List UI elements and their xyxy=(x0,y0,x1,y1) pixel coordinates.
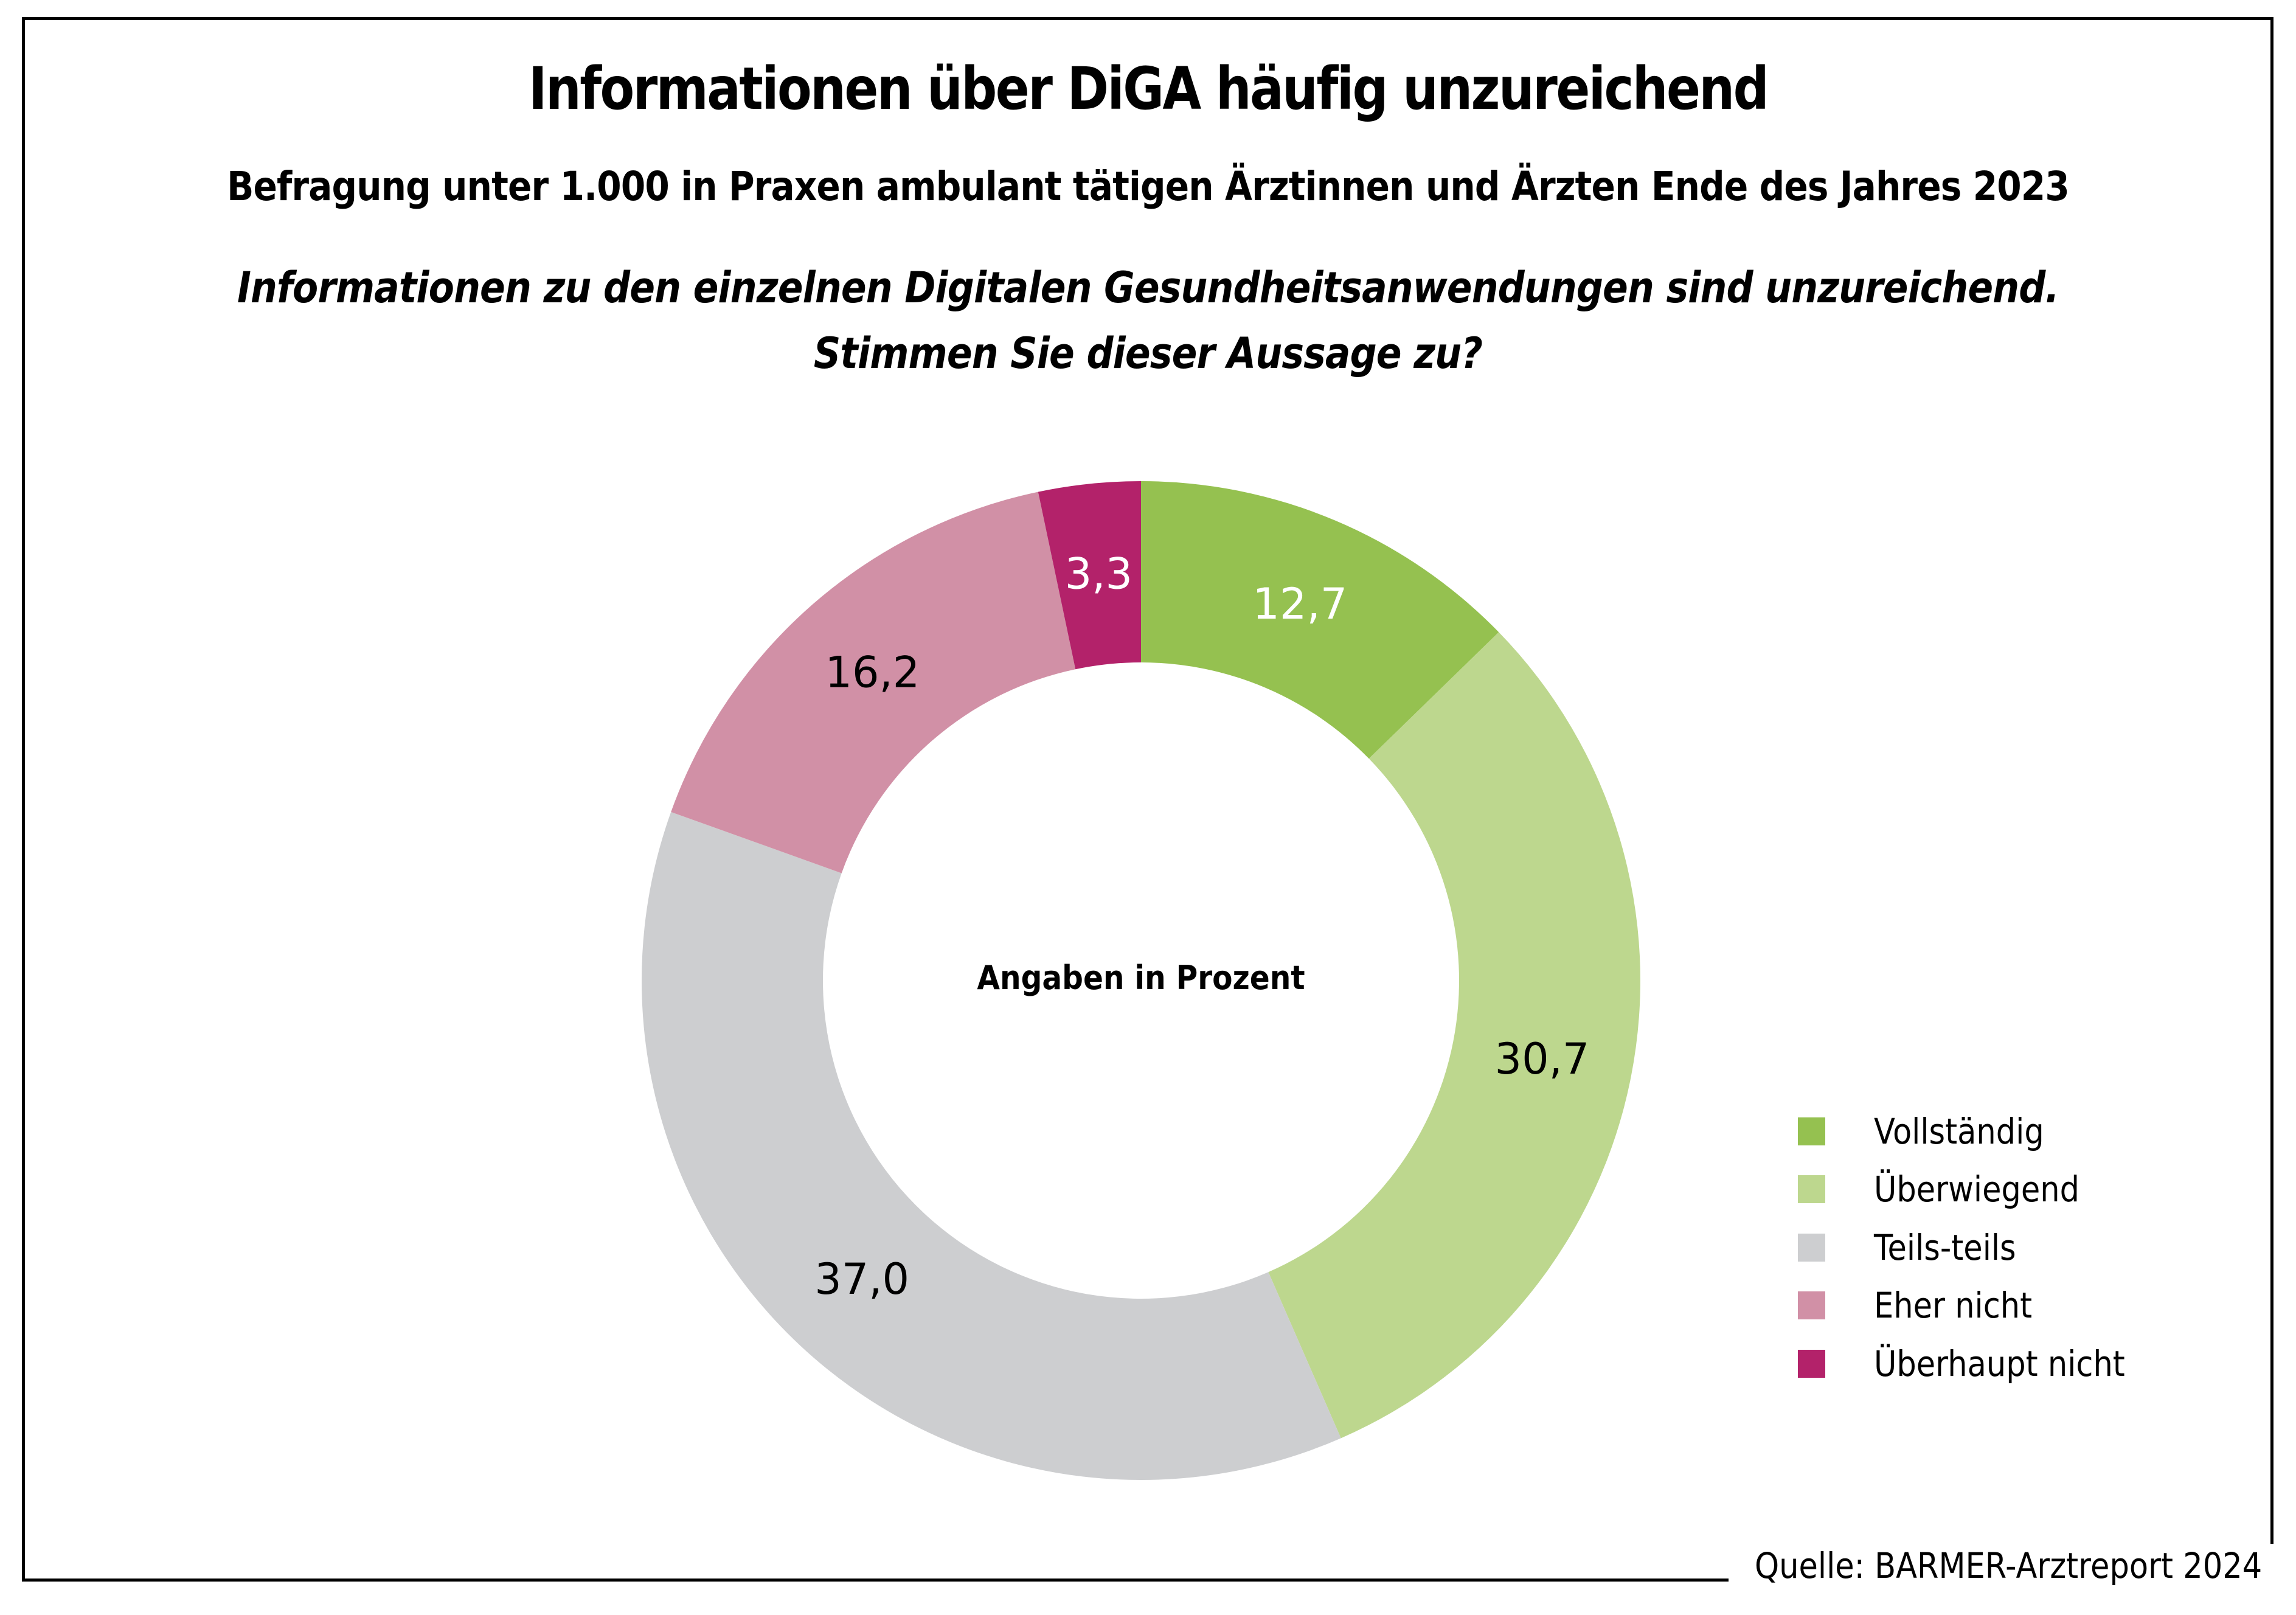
data-label: 3,3 xyxy=(1065,549,1132,599)
legend-item: Überhaupt nicht xyxy=(1798,1335,2159,1393)
frame-border-left xyxy=(22,17,25,1582)
legend-swatch xyxy=(1798,1117,1825,1145)
frame-border-bottom xyxy=(22,1579,1729,1582)
data-label: 30,7 xyxy=(1495,1034,1590,1084)
legend-item: Vollständig xyxy=(1798,1102,2159,1161)
chart-title: Informationen über DiGA häufig unzureich… xyxy=(528,55,1769,123)
frame-border-top xyxy=(22,17,2273,20)
frame-border-right xyxy=(2270,17,2273,1544)
legend-swatch xyxy=(1798,1291,1825,1320)
survey-question-line-2: Stimmen Sie dieser Aussage zu? xyxy=(813,328,1483,378)
data-label: 16,2 xyxy=(825,647,920,697)
data-label: 37,0 xyxy=(814,1254,909,1304)
legend-label: Überwiegend xyxy=(1874,1169,2080,1210)
donut-slice-überwiegend xyxy=(1268,632,1640,1439)
donut-slice-überhaupt-nicht xyxy=(1038,481,1141,670)
data-label: 12,7 xyxy=(1252,579,1347,629)
legend-label: Überhaupt nicht xyxy=(1874,1342,2125,1384)
legend-label: Vollständig xyxy=(1874,1110,2044,1152)
legend-label: Teils-teils xyxy=(1874,1226,2016,1268)
legend-item: Eher nicht xyxy=(1798,1277,2159,1335)
legend-swatch xyxy=(1798,1233,1825,1262)
chart-subtitle: Befragung unter 1.000 in Praxen ambulant… xyxy=(227,163,2070,210)
center-label: Angaben in Prozent xyxy=(977,959,1305,998)
legend-swatch xyxy=(1798,1349,1825,1378)
legend-label: Eher nicht xyxy=(1874,1285,2033,1327)
legend-swatch xyxy=(1798,1175,1825,1204)
donut-slice-teils-teils xyxy=(642,811,1341,1481)
donut-slice-eher-nicht xyxy=(671,491,1076,873)
survey-question-line-1: Informationen zu den einzelnen Digitalen… xyxy=(237,263,2059,313)
legend-item: Teils-teils xyxy=(1798,1218,2159,1277)
donut-slice-vollständig xyxy=(1141,481,1499,759)
legend: Vollständig Überwiegend Teils-teils Eher ni… xyxy=(1798,1102,2159,1393)
source-note: Quelle: BARMER-Arztreport 2024 xyxy=(1755,1545,2263,1586)
legend-item: Überwiegend xyxy=(1798,1161,2159,1219)
